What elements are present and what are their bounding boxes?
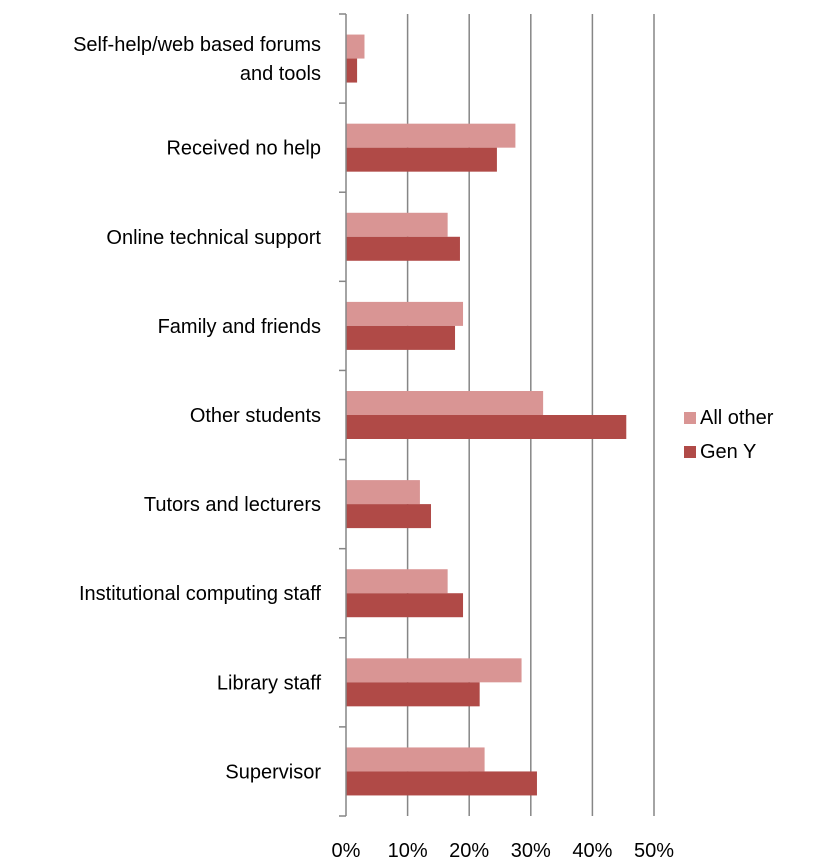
bar-all-other <box>346 34 365 59</box>
category-label: Online technical support <box>106 227 321 249</box>
category-label: Supervisor <box>225 761 321 783</box>
bar-all-other <box>346 391 544 415</box>
x-tick-label: 0% <box>332 840 361 862</box>
legend-swatch <box>684 412 696 424</box>
category-label: Received no help <box>166 138 321 160</box>
bar-all-other <box>346 123 516 148</box>
legend-label: All other <box>700 407 774 429</box>
category-label: Tutors and lecturers <box>144 494 321 516</box>
bar-gen-y <box>346 771 537 796</box>
category-label: Self-help/web based forums and tools <box>73 34 321 85</box>
x-tick-label: 10% <box>388 840 428 862</box>
legend-label: Gen Y <box>700 441 756 463</box>
bar-gen-y <box>346 504 432 529</box>
x-tick-label: 50% <box>634 840 674 862</box>
bar-gen-y <box>346 236 460 261</box>
category-label: Family and friends <box>158 316 321 338</box>
bar-gen-y <box>346 415 627 439</box>
legend-swatch <box>684 446 696 458</box>
category-labels: Self-help/web based forums and tools Recei… <box>73 34 321 783</box>
bar-gen-y <box>346 325 456 350</box>
category-label: Other students <box>190 405 321 427</box>
x-tick-label: 20% <box>449 840 489 862</box>
x-tick-label: 40% <box>572 840 612 862</box>
category-axis <box>339 13 347 817</box>
bar-all-other <box>346 480 420 505</box>
bar-all-other <box>346 212 448 237</box>
bar-gen-y <box>346 147 497 172</box>
x-tick-labels: 0% 10% 20% 30% 40% 50% <box>332 840 675 862</box>
bar-all-other <box>346 658 522 683</box>
bar-gen-y <box>346 682 480 707</box>
x-tick-label: 30% <box>511 840 551 862</box>
bar-all-other <box>346 747 485 772</box>
bar-gen-y <box>346 58 358 83</box>
category-label: Institutional computing staff <box>79 583 321 605</box>
bar-gen-y <box>346 593 464 618</box>
bar-all-other <box>346 569 448 594</box>
bar-all-other <box>346 301 464 326</box>
legend: All other Gen Y <box>684 407 774 463</box>
bars <box>346 34 627 796</box>
category-label: Library staff <box>217 672 322 694</box>
